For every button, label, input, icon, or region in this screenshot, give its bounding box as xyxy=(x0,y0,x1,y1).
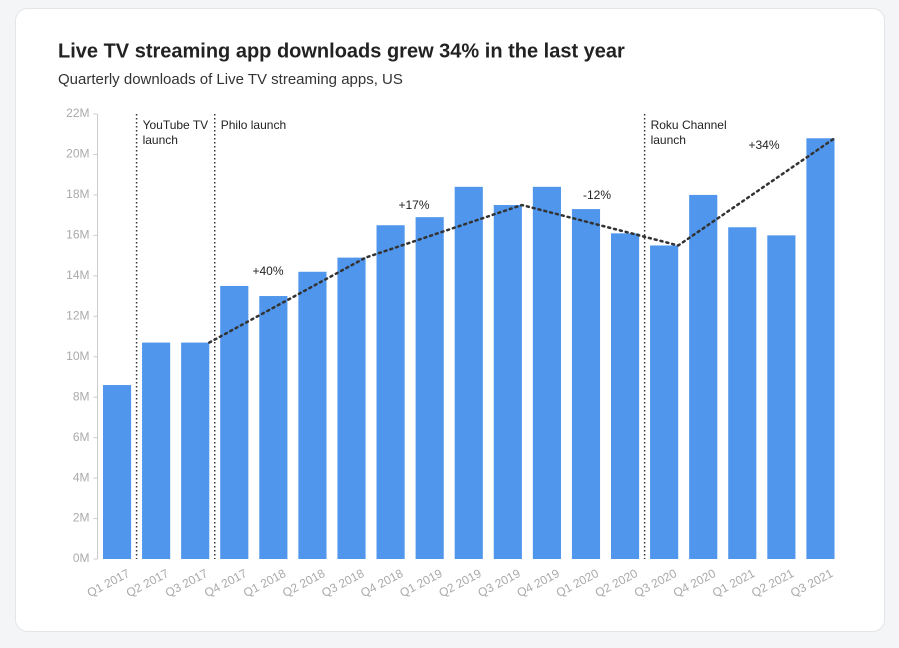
annotation: +34% xyxy=(748,138,779,152)
bar xyxy=(337,257,366,559)
event-label: YouTube TV xyxy=(143,118,209,132)
y-tick-label: 18M xyxy=(66,187,89,201)
y-tick-label: 0M xyxy=(73,551,90,565)
y-tick-label: 22M xyxy=(66,106,89,120)
y-tick-label: 4M xyxy=(73,470,90,484)
bar xyxy=(181,342,210,559)
bar xyxy=(689,194,718,559)
bar xyxy=(102,385,132,559)
annotation: +17% xyxy=(398,198,429,212)
bar xyxy=(454,186,483,559)
bar xyxy=(220,285,249,559)
bar xyxy=(298,271,327,559)
chart-subtitle: Quarterly downloads of Live TV streaming… xyxy=(58,71,403,88)
y-tick-label: 10M xyxy=(66,349,89,363)
bar xyxy=(532,186,561,559)
bar xyxy=(806,138,835,560)
bar xyxy=(415,217,444,559)
trend-line xyxy=(208,137,836,344)
bar xyxy=(493,205,522,560)
y-tick-label: 14M xyxy=(66,268,89,282)
y-tick-label: 12M xyxy=(66,308,89,322)
y-tick-label: 20M xyxy=(66,147,89,161)
bar xyxy=(376,225,405,559)
bar xyxy=(650,245,679,559)
y-tick-label: 16M xyxy=(66,228,89,242)
y-tick-label: 8M xyxy=(73,389,90,403)
bar xyxy=(142,342,171,559)
event-label: Philo launch xyxy=(221,118,286,132)
bar xyxy=(571,209,601,559)
bar xyxy=(728,227,757,560)
annotation: -12% xyxy=(583,188,611,202)
y-tick-label: 2M xyxy=(73,511,90,525)
bar xyxy=(259,296,288,559)
bar xyxy=(767,235,796,559)
event-label: Roku Channel xyxy=(651,118,727,132)
event-label: launch xyxy=(143,133,178,147)
chart-title: Live TV streaming app downloads grew 34%… xyxy=(58,40,625,62)
event-label: launch xyxy=(651,133,686,147)
annotation: +40% xyxy=(252,264,283,278)
y-tick-label: 6M xyxy=(73,430,90,444)
bar xyxy=(610,233,640,559)
